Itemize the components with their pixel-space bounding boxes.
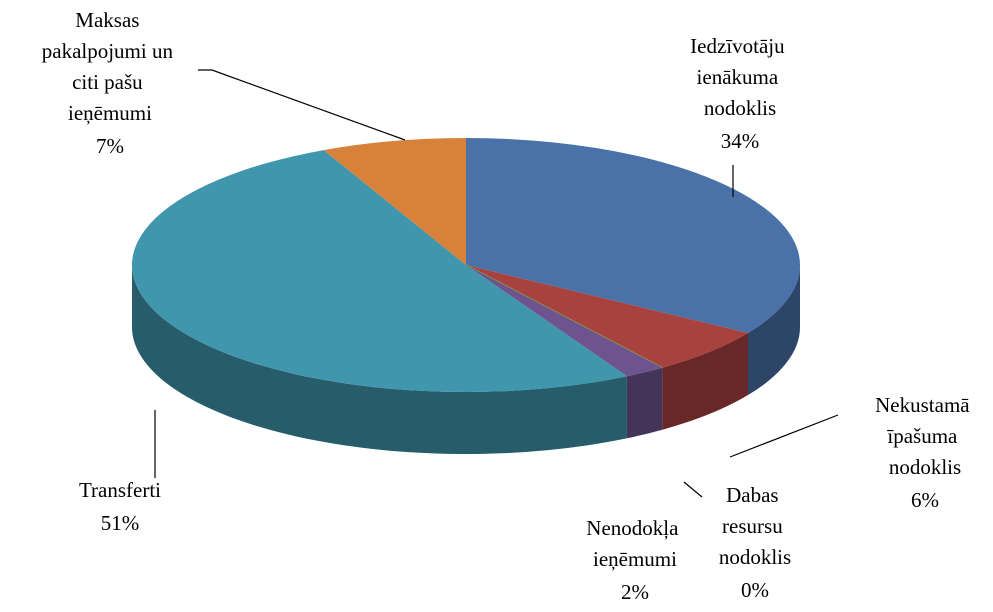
pie-side-shade (626, 367, 663, 439)
label-line: resursu (722, 514, 788, 538)
slice-label: Nenodokļa ieņēmumi (586, 516, 683, 571)
leader-line (683, 481, 703, 498)
pie-side-shade (662, 333, 749, 430)
slice-label: Nekustamā īpašuma nodoklis (875, 393, 975, 479)
label-line: Iedzīvotāju (690, 34, 790, 58)
pie-side-shade (748, 265, 801, 396)
leader-line (729, 414, 839, 458)
pie-slice (466, 265, 663, 377)
slice-value-label: 51% (101, 511, 140, 535)
slice-value-label: 0% (741, 578, 769, 602)
pie-slice (466, 138, 800, 334)
label-line: pakalpojumi un (42, 39, 178, 63)
label-line: Maksas (75, 8, 144, 32)
label-line: nodoklis (889, 455, 961, 479)
slice-label: Dabas resursu nodoklis (719, 483, 791, 569)
pie-side-shade (132, 265, 627, 454)
pie-side (132, 265, 627, 454)
slice-label: Iedzīvotāju ienākuma nodoklis (690, 34, 790, 120)
leader-line (198, 69, 406, 141)
label-line: nodoklis (719, 545, 791, 569)
pie-side (626, 367, 663, 439)
label-line: citi pašu (72, 70, 148, 94)
pie-side (662, 333, 749, 430)
slice-value-label: 7% (96, 134, 124, 158)
label-line: nodoklis (704, 96, 776, 120)
label-line: Nenodokļa (586, 516, 683, 540)
pie-slice (323, 138, 466, 265)
label-line: Transferti (79, 478, 161, 502)
label-line: Nekustamā (875, 393, 975, 417)
slice-value-label: 34% (721, 129, 760, 153)
label-line: ieņēmumi (593, 547, 677, 571)
slice-value-label: 6% (911, 488, 939, 512)
pie-slice (132, 150, 627, 392)
slice-label: Transferti (79, 478, 161, 502)
slice-label: Maksas pakalpojumi un citi pašu ieņēmumi (42, 8, 178, 125)
label-line: ieņēmumi (68, 101, 152, 125)
slice-value-label: 2% (621, 580, 649, 604)
pie-side (748, 265, 801, 396)
label-line: īpašuma (886, 424, 962, 448)
label-line: Dabas (726, 483, 784, 507)
pie-slice (466, 265, 749, 368)
label-line: ienākuma (697, 65, 784, 89)
